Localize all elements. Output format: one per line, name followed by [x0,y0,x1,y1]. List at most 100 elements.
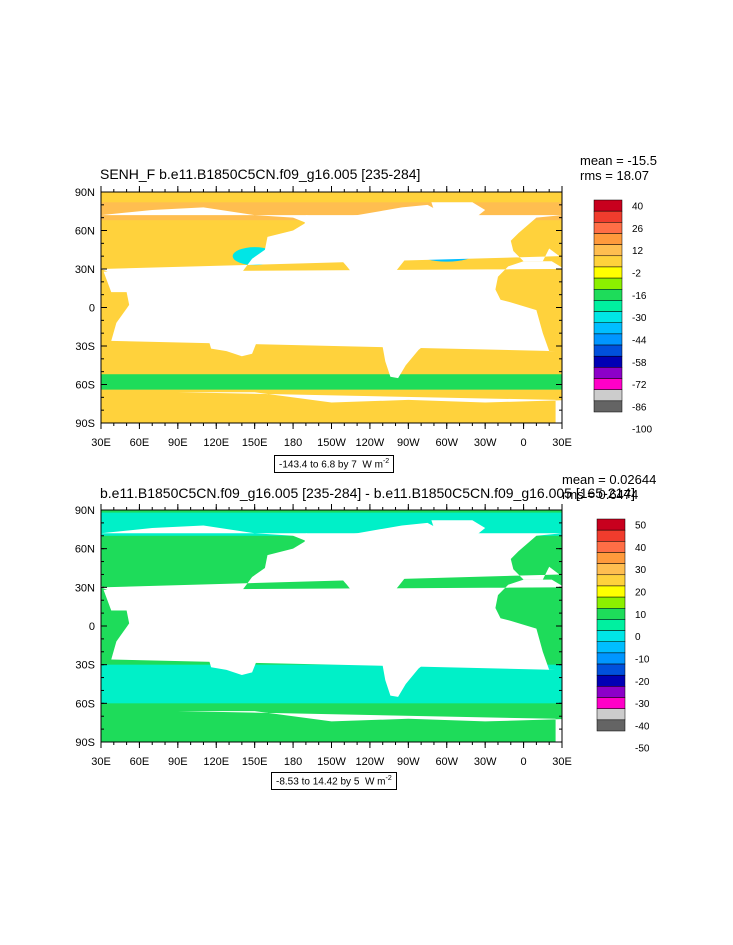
indian-band [208,325,289,342]
colorbar-swatch [596,596,626,609]
land-eurasia-wrap [0,525,101,613]
lat-label: 90N [75,505,95,517]
lon-label: 30E [552,756,572,768]
colorbar-label: -50 [635,744,650,755]
colorbar-swatch [596,652,626,665]
lon-label: 30E [91,756,111,768]
panel2-rms: rms = 0.6474 [562,487,639,502]
panel1-range-box: -143.4 to 6.8 by 7 W m-2 [274,455,395,474]
colorbar-swatch [596,719,626,732]
lon-label: 0 [521,756,527,768]
lon-label: 90E [168,756,188,768]
lon-label: 90W [397,437,420,449]
colorbar-label: 40 [632,202,644,213]
colorbar-swatch [593,210,623,223]
colorbar-swatch [593,277,623,290]
colorbar-swatch [596,630,626,642]
lat-label: 30S [75,660,95,672]
colorbar-label: -16 [632,291,647,302]
lon-label: 150E [242,756,268,768]
colorbar-label: -10 [635,654,650,665]
colorbar-label: 26 [632,224,644,235]
colorbar-swatch [593,199,623,212]
colorbar-swatch [593,333,623,346]
panel2-title: b.e11.B1850C5CN.f09_g16.005 [235-284] - … [100,485,635,501]
land-americas [303,204,454,379]
lon-label: 120E [203,437,229,449]
panel1-units: W m [362,459,383,471]
colorbar-swatch [593,311,623,323]
lon-label: 30E [552,437,572,449]
panel2-map: 90N 60N 30N 0 30S 60S 90S 30E 60E 90E 120E 150E 180 1… [0,504,572,768]
colorbar-swatch [596,552,626,564]
land-australia [207,640,258,675]
colorbar-swatch [596,563,626,576]
panel1-colorbar: 40 26 12 -2 -16 -30 -44 -58 -72 -86 -100 [593,199,652,436]
colorbar-swatch [593,322,623,335]
colorbar-label: -86 [632,402,647,413]
colorbar-label: 50 [635,521,647,532]
panel1-units-exp: -2 [382,458,390,465]
colorbar-swatch [596,674,626,687]
colorbar-swatch [593,378,623,390]
lat-label: 0 [89,303,95,315]
colorbar-swatch [596,529,626,542]
colorbar-label: 40 [635,543,647,554]
map-frame [100,191,563,424]
lat-label: 30N [75,264,95,276]
colorbar-swatch [596,541,626,553]
lon-label: 120W [356,756,385,768]
lat-label: 60N [75,226,95,238]
colorbar-label: -58 [632,358,647,369]
land-eurasia-wrap [0,207,101,294]
colorbar-swatch [596,619,626,631]
lon-label: 90W [397,756,420,768]
lon-label: 30W [474,756,497,768]
lat-label: 30S [75,341,95,353]
lon-label: 30W [474,437,497,449]
lon-label: 120W [356,437,385,449]
map-frame [100,509,563,743]
land-africa [103,261,562,352]
lat-label: 60N [75,544,95,556]
colorbar-swatch [596,663,626,676]
land-greenland [431,520,486,549]
panel1-mean: mean = -15.5 [580,153,657,168]
panel2-units-exp: -2 [385,775,392,782]
colorbar-swatch [596,608,626,620]
lon-label: 60E [130,437,150,449]
panel2-range-box: -8.53 to 14.42 by 5 W m-2 [271,772,397,791]
colorbar-label: -20 [635,677,650,688]
lon-label: 150E [242,437,268,449]
lat-label: 90S [75,418,95,430]
land-antarctica [177,392,562,423]
colorbar-label: 10 [635,610,647,621]
colorbar-swatch [593,367,623,379]
colorbar-swatch [593,344,623,357]
colorbar-swatch [593,233,623,245]
lon-label: 150W [317,437,346,449]
land-africa-wrap [101,585,104,588]
colorbar-label: 0 [635,632,641,643]
land-australia [207,321,258,357]
panel1-title: SENH_F b.e11.B1850C5CN.f09_g16.005 [235-… [100,166,421,182]
southern-band [101,374,562,390]
colorbar-swatch [596,585,626,598]
colorbar-swatch [593,266,623,279]
arctic-band [101,512,562,536]
panel1-map: 90N 60N 30N 0 30S 60S 90S 30E 60E 90E 120E 150E 180 1… [0,186,572,449]
colorbar-label: -72 [632,380,647,391]
colorbar-label: -44 [632,335,647,346]
land-africa [103,579,562,670]
colorbar-swatch [596,641,626,654]
ocean-field [101,192,562,423]
colorbar-swatch [593,222,623,234]
lon-label: 0 [521,437,527,449]
colorbar-swatch [596,686,626,698]
ocean-field [101,510,562,742]
panel1-range-label: -143.4 to 6.8 by 7 [279,459,357,471]
panel2-mean: mean = 0.02644 [562,472,657,487]
colorbar-label: -2 [632,269,641,280]
land-eurasia [101,207,562,295]
colorbar-swatch [593,289,623,301]
